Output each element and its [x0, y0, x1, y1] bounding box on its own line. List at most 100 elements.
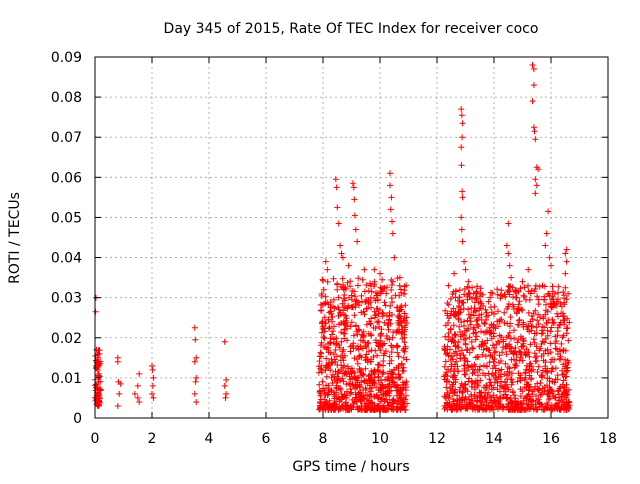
data-point — [462, 371, 469, 378]
data-point — [521, 376, 528, 383]
data-point — [394, 406, 401, 413]
data-point — [503, 242, 510, 249]
data-point — [474, 367, 481, 374]
data-point — [192, 378, 199, 385]
data-point — [365, 348, 372, 355]
data-point — [444, 373, 451, 380]
data-point — [372, 347, 379, 354]
data-point — [333, 389, 340, 396]
data-point — [473, 318, 480, 324]
data-point — [398, 360, 405, 367]
data-point — [441, 363, 448, 370]
data-point — [332, 358, 339, 365]
data-point — [319, 326, 326, 332]
data-point — [488, 335, 495, 342]
data-point — [378, 391, 385, 398]
data-point — [359, 276, 366, 283]
data-point — [381, 319, 388, 326]
data-point — [376, 343, 382, 350]
data-point — [529, 391, 535, 398]
data-point — [489, 342, 496, 349]
data-point — [385, 326, 392, 333]
data-point — [497, 388, 503, 395]
data-point — [563, 365, 570, 372]
data-point — [335, 220, 342, 227]
data-point — [354, 404, 361, 411]
data-point — [370, 324, 377, 331]
data-point — [543, 307, 549, 314]
data-point — [550, 365, 557, 372]
data-point — [387, 320, 394, 327]
data-point — [472, 308, 479, 315]
data-point — [340, 286, 347, 293]
data-point — [448, 308, 455, 315]
y-tick-label: 0.01 — [51, 371, 82, 387]
x-tick-label: 18 — [599, 431, 617, 447]
data-point — [459, 238, 466, 245]
data-point — [562, 284, 569, 291]
data-point — [371, 283, 377, 290]
data-point — [396, 292, 403, 299]
data-point — [387, 170, 393, 177]
data-point — [519, 335, 526, 342]
data-point — [532, 401, 539, 408]
plot-frame — [94, 56, 609, 419]
data-point — [347, 283, 353, 290]
data-point — [350, 332, 357, 339]
data-point — [494, 286, 501, 293]
data-point — [341, 304, 348, 310]
data-point — [363, 282, 370, 288]
data-point — [486, 376, 493, 383]
data-point — [444, 300, 451, 306]
data-point — [565, 337, 572, 344]
data-point — [370, 406, 377, 413]
data-point — [362, 339, 368, 346]
data-point — [131, 390, 138, 397]
data-point — [546, 378, 553, 384]
data-point — [474, 397, 481, 404]
data-point — [468, 338, 475, 345]
data-point — [456, 302, 463, 309]
data-point — [516, 317, 522, 324]
data-point — [465, 306, 472, 313]
data-point — [390, 378, 397, 385]
data-point — [401, 291, 407, 297]
data-point — [464, 405, 471, 412]
data-point — [97, 378, 104, 385]
data-point — [471, 324, 478, 331]
data-point — [542, 335, 549, 342]
data-point — [477, 398, 484, 405]
x-tick-label: 10 — [371, 431, 389, 447]
data-point — [388, 194, 395, 201]
data-point — [497, 358, 504, 364]
data-point — [496, 367, 502, 374]
data-point — [458, 162, 465, 169]
data-point — [554, 328, 561, 335]
data-point — [345, 262, 352, 269]
data-point — [116, 390, 123, 397]
data-point — [472, 329, 479, 336]
data-point — [505, 220, 512, 227]
data-point — [381, 285, 388, 291]
data-point — [400, 395, 407, 402]
data-point — [566, 406, 572, 412]
data-point — [560, 289, 567, 295]
data-point — [358, 292, 365, 299]
data-point — [535, 296, 542, 303]
data-point — [346, 380, 352, 387]
data-point — [504, 368, 511, 375]
data-point — [473, 402, 480, 409]
data-point — [508, 356, 515, 363]
data-point — [385, 402, 392, 409]
data-point — [465, 364, 472, 371]
data-point — [399, 329, 406, 336]
data-point — [454, 368, 461, 375]
data-point — [341, 292, 348, 298]
data-point — [371, 380, 378, 387]
data-point — [363, 297, 370, 303]
data-point — [389, 218, 395, 225]
data-point — [372, 297, 379, 304]
data-point — [454, 401, 460, 408]
data-point — [527, 406, 534, 413]
data-point — [518, 343, 525, 350]
